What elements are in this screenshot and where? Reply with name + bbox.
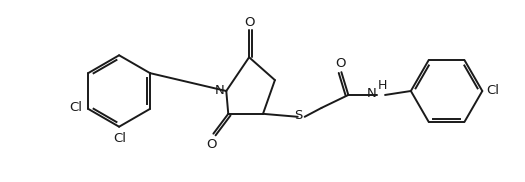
Text: Cl: Cl: [69, 101, 82, 114]
Text: Cl: Cl: [113, 132, 127, 145]
Text: O: O: [206, 138, 217, 151]
Text: H: H: [378, 79, 387, 92]
Text: N: N: [366, 88, 376, 100]
Text: S: S: [295, 109, 303, 122]
Text: Cl: Cl: [486, 84, 499, 98]
Text: O: O: [244, 17, 254, 29]
Text: O: O: [335, 57, 345, 70]
Text: N: N: [215, 84, 224, 96]
